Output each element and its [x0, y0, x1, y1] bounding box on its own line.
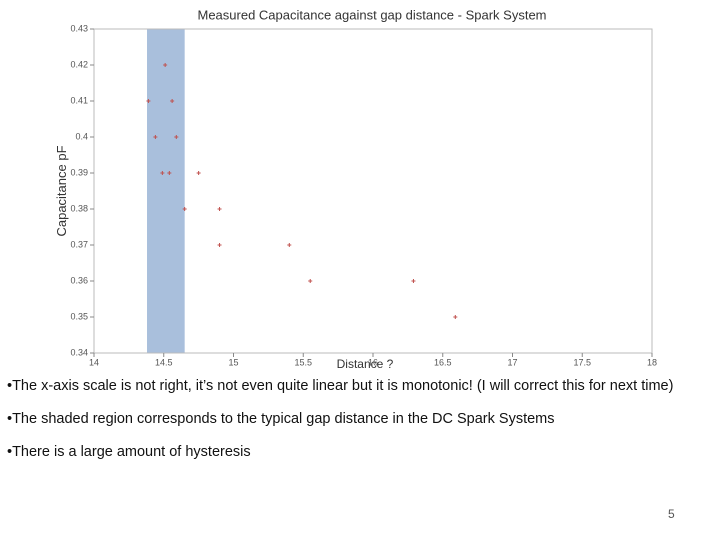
y-tick-label: 0.37 [70, 239, 88, 249]
x-tick-label: 18 [647, 357, 657, 367]
x-tick-label: 17.5 [573, 357, 591, 367]
x-tick-label: 15 [228, 357, 238, 367]
bullet-list: •The x-axis scale is not right, it’s not… [7, 376, 713, 475]
shaded-region [147, 29, 185, 353]
y-tick-label: 0.36 [70, 275, 88, 285]
x-tick-label: 16.5 [434, 357, 452, 367]
y-tick-label: 0.35 [70, 311, 88, 321]
data-point [174, 135, 179, 139]
x-tick-label: 16 [368, 357, 378, 367]
y-tick-label: 0.41 [70, 95, 88, 105]
x-tick-label: 14 [89, 357, 99, 367]
data-point [411, 279, 416, 283]
data-point [146, 99, 151, 103]
data-point [217, 243, 222, 247]
y-tick-label: 0.38 [70, 203, 88, 213]
data-point [217, 207, 222, 211]
page-number: 5 [668, 507, 675, 521]
chart-title: Measured Capacitance against gap distanc… [197, 7, 546, 22]
data-point [170, 99, 175, 103]
y-tick-label: 0.34 [70, 347, 88, 357]
data-point [196, 171, 201, 175]
x-tick-label: 17 [507, 357, 517, 367]
y-tick-label: 0.4 [75, 131, 88, 141]
bullet: •The shaded region corresponds to the ty… [7, 411, 555, 427]
data-point [287, 243, 292, 247]
y-tick-label: 0.39 [70, 167, 88, 177]
data-point [167, 171, 172, 175]
data-point [182, 207, 187, 211]
bullet: •The x-axis scale is not right, it’s not… [7, 378, 674, 394]
x-tick-label: 14.5 [155, 357, 173, 367]
chart: Measured Capacitance against gap distanc… [54, 7, 657, 371]
x-tick-label: 15.5 [294, 357, 312, 367]
data-point [308, 279, 313, 283]
x-axis-label: Distance ? [337, 357, 394, 371]
data-point [153, 135, 158, 139]
data-point [453, 315, 458, 319]
y-tick-label: 0.43 [70, 23, 88, 33]
bullet: •There is a large amount of hysteresis [7, 444, 251, 460]
data-point [163, 63, 168, 67]
data-point [160, 171, 165, 175]
y-tick-label: 0.42 [70, 59, 88, 69]
y-axis-label: Capacitance pF [54, 145, 69, 236]
